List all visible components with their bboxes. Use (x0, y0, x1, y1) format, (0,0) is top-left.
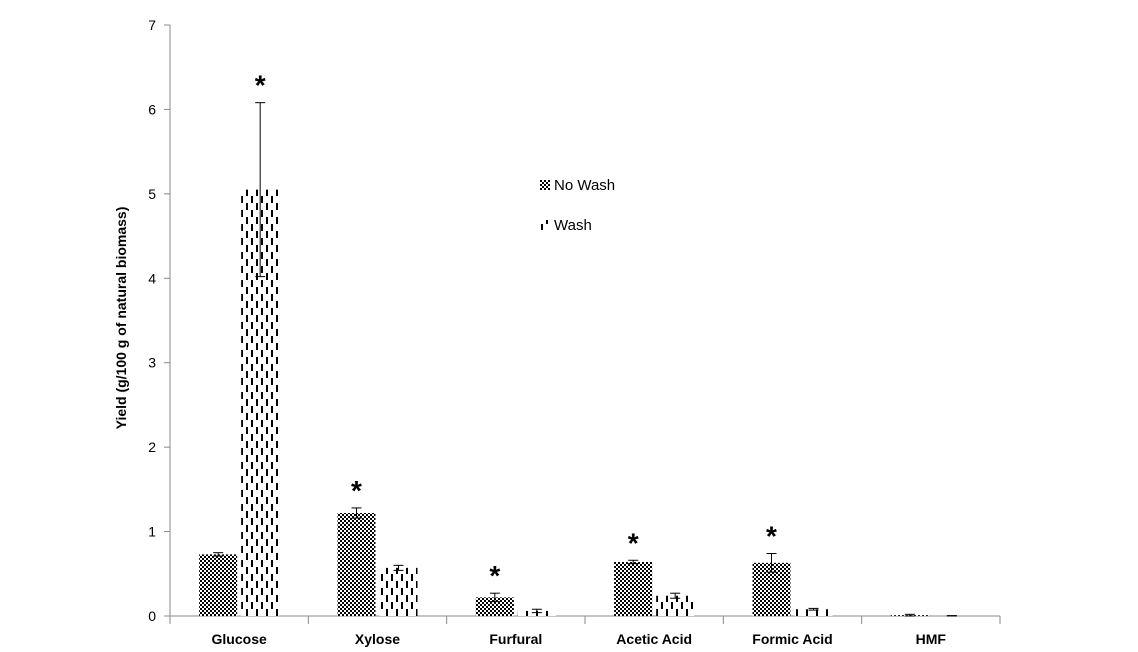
y-tick-label: 6 (148, 101, 156, 117)
significance-marker: * (766, 521, 777, 552)
bar-no-wash (337, 512, 376, 616)
y-tick-label: 2 (148, 439, 156, 455)
category-label: Acetic Acid (616, 631, 692, 647)
significance-marker: * (628, 527, 639, 558)
significance-marker: * (351, 475, 362, 506)
y-tick-label: 4 (148, 270, 156, 286)
bar-wash (656, 595, 695, 616)
significance-marker: * (489, 560, 500, 591)
y-axis-title: Yield (g/100 g of natural biomass) (113, 207, 129, 430)
legend-swatch (540, 180, 550, 190)
legend-label: No Wash (554, 177, 615, 194)
category-label: Formic Acid (752, 631, 832, 647)
bar-wash (517, 610, 556, 616)
y-tick-label: 7 (148, 17, 156, 33)
bar-no-wash (475, 597, 514, 616)
significance-marker: * (255, 70, 266, 101)
y-tick-label: 0 (148, 608, 156, 624)
bar-no-wash (199, 554, 238, 616)
category-label: Glucose (212, 631, 267, 647)
bar-wash (379, 567, 418, 616)
category-label: HMF (916, 631, 947, 647)
bar-no-wash (614, 561, 653, 616)
y-tick-label: 5 (148, 186, 156, 202)
y-tick-label: 3 (148, 355, 156, 371)
y-tick-label: 1 (148, 524, 156, 540)
legend-swatch (540, 220, 550, 230)
bar-wash (794, 609, 833, 616)
category-label: Xylose (355, 631, 400, 647)
category-label: Furfural (489, 631, 542, 647)
legend-label: Wash (554, 217, 592, 234)
